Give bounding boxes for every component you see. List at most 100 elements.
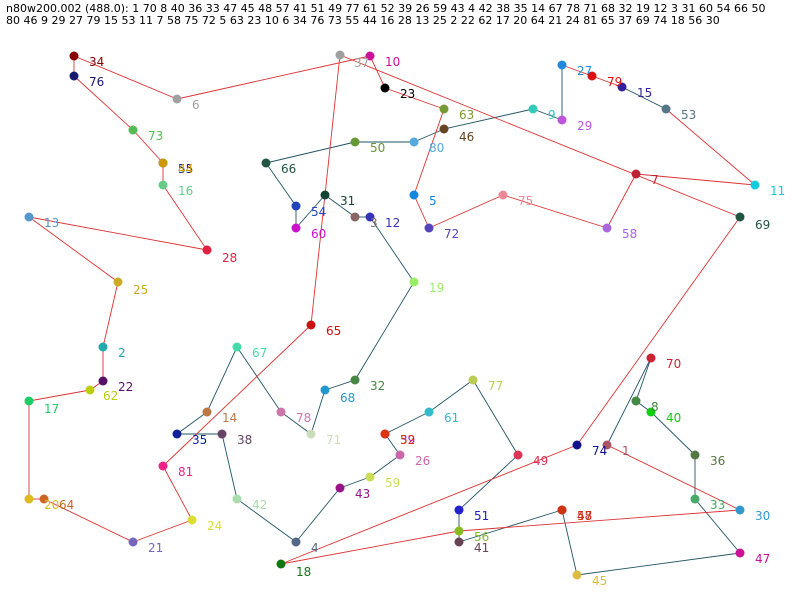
node-label-63: 63	[459, 108, 474, 122]
node-label-25: 25	[133, 283, 148, 297]
node-71	[306, 429, 316, 439]
edge-54-66	[265, 162, 297, 207]
tour-nodes	[24, 50, 760, 580]
edge-61-52	[384, 411, 430, 435]
node-4	[291, 537, 301, 547]
edge-49-77	[472, 379, 519, 456]
edge-53-11	[665, 108, 756, 186]
tour-header-line-2: 80 46 9 29 27 79 15 53 11 7 58 75 72 5 6…	[6, 14, 720, 27]
node-label-79: 79	[607, 75, 622, 89]
node-label-7: 7	[651, 173, 659, 187]
node-17	[24, 396, 34, 406]
node-77	[468, 375, 478, 385]
node-label-48: 48	[577, 509, 592, 523]
node-60	[291, 223, 301, 233]
node-58	[602, 223, 612, 233]
node-label-9: 9	[548, 108, 556, 122]
node-27	[557, 60, 567, 70]
edge-57-41	[458, 509, 563, 543]
node-38	[217, 429, 227, 439]
node-label-49: 49	[533, 454, 548, 468]
node-label-50: 50	[370, 141, 385, 155]
node-37	[335, 50, 345, 60]
edge-67-78	[236, 346, 282, 413]
node-80	[409, 137, 419, 147]
node-label-71: 71	[326, 433, 341, 447]
node-33	[690, 494, 700, 504]
node-62	[85, 385, 95, 395]
node-9	[528, 104, 538, 114]
node-label-60: 60	[311, 227, 326, 241]
edge-56-30	[458, 509, 741, 532]
node-label-61: 61	[444, 411, 459, 425]
node-label-81: 81	[178, 465, 193, 479]
node-29	[557, 115, 567, 125]
node-25	[113, 277, 123, 287]
edge-80-46	[413, 128, 445, 143]
node-label-32: 32	[370, 379, 385, 393]
node-43	[335, 483, 345, 493]
edge-9-29	[532, 108, 563, 121]
node-35	[172, 429, 182, 439]
edge-72-5	[413, 194, 430, 229]
node-66	[261, 158, 271, 168]
edge-23-10	[369, 55, 386, 89]
node-label-1: 1	[622, 444, 630, 458]
edge-73-55	[132, 129, 164, 164]
node-label-17: 17	[44, 402, 59, 416]
edge-47-45	[576, 552, 741, 576]
node-label-64: 64	[59, 498, 74, 512]
node-label-58: 58	[622, 227, 637, 241]
node-label-53: 53	[681, 108, 696, 122]
node-label-57: 57	[577, 509, 592, 523]
node-28	[202, 245, 212, 255]
node-15	[617, 82, 627, 92]
node-label-14: 14	[222, 411, 237, 425]
node-34	[69, 51, 79, 61]
node-label-54: 54	[311, 205, 326, 219]
node-label-33: 33	[710, 498, 725, 512]
node-label-73: 73	[148, 129, 163, 143]
node-label-38: 38	[237, 433, 252, 447]
node-31	[320, 190, 330, 200]
node-57	[557, 505, 567, 515]
node-74	[572, 440, 582, 450]
node-label-21: 21	[148, 541, 163, 555]
edge-71-68	[310, 389, 326, 435]
edge-35-14	[176, 411, 208, 435]
edge-43-4	[295, 487, 341, 543]
node-68	[320, 385, 330, 395]
node-label-26: 26	[415, 454, 430, 468]
node-65	[306, 320, 316, 330]
edge-16-28	[162, 184, 208, 251]
edge-62-17	[28, 389, 91, 402]
node-label-41: 41	[474, 541, 489, 555]
edge-10-6	[176, 55, 371, 100]
edge-68-32	[324, 379, 356, 391]
edge-15-53	[621, 86, 667, 110]
node-49	[513, 450, 523, 460]
node-label-67: 67	[252, 346, 267, 360]
node-label-43: 43	[355, 487, 370, 501]
node-36	[690, 450, 700, 460]
edge-7-58	[606, 173, 637, 229]
node-7	[631, 169, 641, 179]
node-3	[350, 212, 360, 222]
edge-14-67	[206, 346, 238, 413]
edge-1-70	[606, 357, 652, 446]
node-label-12: 12	[385, 216, 400, 230]
node-label-72: 72	[444, 227, 459, 241]
node-75	[498, 190, 508, 200]
node-label-62: 62	[103, 389, 118, 403]
edge-33-47	[694, 498, 741, 554]
node-label-46: 46	[459, 130, 474, 144]
edge-79-15	[591, 75, 623, 88]
node-label-66: 66	[281, 162, 296, 176]
edge-19-12	[369, 216, 415, 283]
node-14	[202, 407, 212, 417]
node-26	[395, 450, 405, 460]
node-1	[602, 440, 612, 450]
edge-78-71	[280, 411, 312, 435]
node-label-65: 65	[326, 324, 341, 338]
